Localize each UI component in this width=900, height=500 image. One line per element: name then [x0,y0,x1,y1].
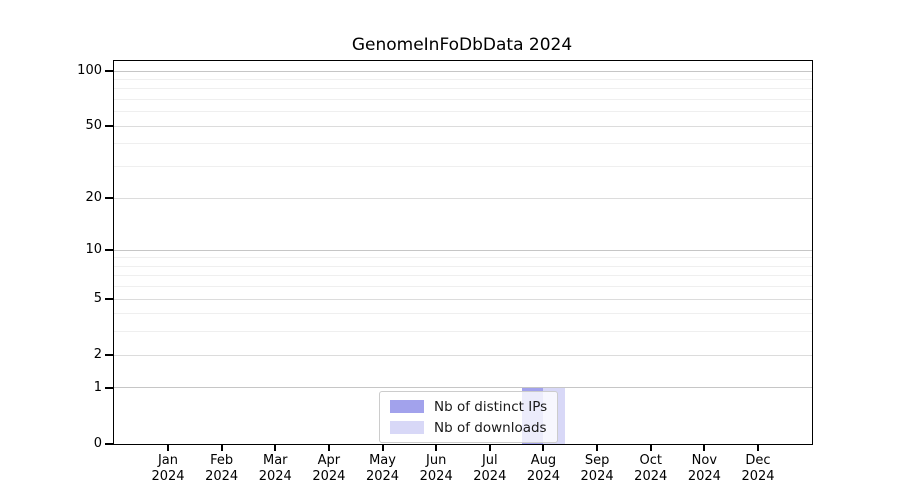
x-tick-label: Jan 2024 [136,453,200,485]
y-tick-mark [105,386,113,389]
x-tick-month: Nov [691,453,718,468]
x-tick-month: Aug [530,453,557,468]
gridline-minor [114,166,812,168]
x-tick-mark [381,444,384,451]
y-tick-mark [105,70,113,73]
x-tick-year: 2024 [205,469,239,484]
x-tick-year: 2024 [473,469,507,484]
chart-title: GenomeInFoDbData 2024 [351,35,573,55]
x-tick-label: Apr 2024 [297,453,361,485]
x-tick-month: May [369,453,396,468]
gridline-major [114,354,812,356]
x-tick-year: 2024 [634,469,668,484]
x-tick-label: Jun 2024 [404,453,468,485]
x-tick-month: Dec [745,453,771,468]
x-tick-label: Dec 2024 [726,453,790,485]
y-tick-mark [105,443,113,445]
x-tick-year: 2024 [151,469,185,484]
legend-item: Nb of distinct IPs [390,398,547,415]
gridline-minor [114,265,812,267]
x-tick-label: Sep 2024 [565,453,629,485]
x-tick-month: Sep [584,453,610,468]
gridline-major [114,387,812,389]
x-tick-mark [327,444,330,451]
x-tick-mark [220,444,223,451]
x-tick-month: Feb [210,453,234,468]
y-tick-label: 5 [93,291,102,307]
y-tick-mark [105,125,113,128]
gridline-major [114,70,812,72]
x-tick-mark [649,444,652,451]
legend-label: Nb of downloads [434,419,547,436]
x-tick-label: Nov 2024 [672,453,736,485]
gridline-major [114,298,812,300]
legend: Nb of distinct IPs Nb of downloads [379,391,559,443]
gridline-major [114,249,812,251]
legend-label: Nb of distinct IPs [434,398,548,415]
x-tick-mark [167,444,169,451]
x-tick-year: 2024 [580,469,614,484]
x-tick-month: Jul [481,453,498,468]
y-tick-label: 20 [85,190,102,205]
gridline-minor [114,275,812,277]
x-tick-label: Mar 2024 [243,453,307,485]
x-tick-mark [703,444,706,451]
gridline-minor [114,99,812,101]
legend-swatch [390,421,424,434]
gridline-major [114,125,812,127]
y-tick-label: 2 [93,347,102,363]
legend-item: Nb of downloads [390,419,547,436]
y-tick-label: 0 [93,436,102,451]
y-tick-mark [105,354,113,357]
gridline-minor [114,111,812,113]
y-tick-label: 1 [93,379,102,395]
x-tick-mark [542,444,545,451]
gridline-minor [114,331,812,333]
x-tick-label: Aug 2024 [511,453,575,485]
x-tick-year: 2024 [312,469,346,484]
gridline-minor [114,143,812,145]
x-tick-label: May 2024 [351,453,415,485]
x-tick-year: 2024 [365,469,400,484]
x-tick-year: 2024 [687,469,721,484]
x-tick-label: Jul 2024 [458,453,522,485]
gridline-minor [114,79,812,81]
plot-area: Nb of distinct IPs Nb of downloads 0 1 2 5 10… [77,60,813,484]
y-tick-mark [105,298,113,301]
x-tick-mark [488,444,491,451]
x-tick-year: 2024 [258,469,292,484]
gridline-minor [114,88,812,90]
x-tick-month: Mar [263,453,288,468]
x-tick-year: 2024 [526,469,560,484]
x-tick-mark [274,444,277,451]
legend-swatch [390,400,424,413]
x-tick-month: Jun [426,453,447,468]
x-tick-year: 2024 [741,469,775,484]
y-tick-mark [105,249,113,252]
x-tick-mark [757,444,759,451]
x-tick-label: Feb 2024 [190,453,254,485]
y-tick-label: 100 [77,63,102,79]
x-tick-month: Oct [639,453,662,468]
x-tick-mark [596,444,599,451]
gridline-major [114,197,812,199]
x-tick-month: Apr [317,453,341,468]
x-tick-month: Jan [157,453,179,468]
y-tick-mark [105,197,113,199]
x-tick-year: 2024 [419,469,453,484]
gridline-minor [114,286,812,288]
gridline-minor [114,257,812,259]
y-tick-label: 50 [85,118,102,134]
x-tick-mark [435,444,438,451]
y-tick-label: 10 [85,242,102,258]
x-tick-label: Oct 2024 [619,453,683,485]
gridline-minor [114,313,812,315]
